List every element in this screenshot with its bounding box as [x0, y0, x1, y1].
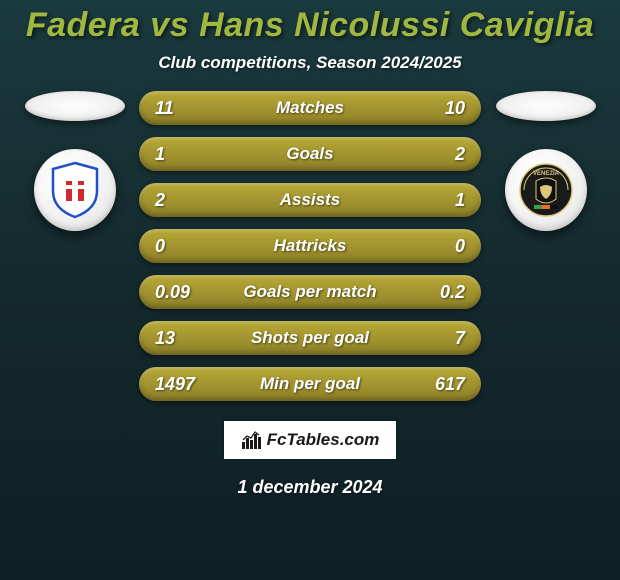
date-text: 1 december 2024: [237, 477, 382, 498]
stat-row-goals: 1 Goals 2: [139, 137, 481, 171]
stat-right-value: 1: [415, 190, 465, 211]
venezia-crest-icon: VENEZIA: [518, 161, 574, 219]
bar-chart-icon: [241, 430, 263, 450]
title-vs: vs: [150, 6, 189, 44]
stat-left-value: 0.09: [155, 282, 205, 303]
club-right-crest: VENEZIA: [518, 161, 574, 219]
stat-row-goals-per-match: 0.09 Goals per match 0.2: [139, 275, 481, 309]
stat-left-value: 13: [155, 328, 205, 349]
left-column: [22, 91, 127, 231]
stat-left-value: 11: [155, 98, 205, 119]
watermark-text: FcTables.com: [267, 430, 380, 450]
page-title: Fadera vs Hans Nicolussi Caviglia: [26, 6, 594, 45]
stat-right-value: 2: [415, 144, 465, 165]
stat-left-value: 1: [155, 144, 205, 165]
stat-left-value: 2: [155, 190, 205, 211]
club-left-badge: [34, 149, 116, 231]
stat-right-value: 617: [415, 374, 465, 395]
stat-row-shots-per-goal: 13 Shots per goal 7: [139, 321, 481, 355]
stat-label: Assists: [205, 190, 415, 210]
stat-label: Hattricks: [205, 236, 415, 256]
stat-row-assists: 2 Assists 1: [139, 183, 481, 217]
stat-row-matches: 11 Matches 10: [139, 91, 481, 125]
watermark-box: FcTables.com: [222, 419, 398, 461]
player-right-avatar: [496, 91, 596, 121]
stat-left-value: 0: [155, 236, 205, 257]
stat-label: Goals per match: [205, 282, 415, 302]
title-player-right: Hans Nicolussi Caviglia: [199, 6, 594, 44]
club-left-crest: [47, 161, 103, 219]
stat-label: Goals: [205, 144, 415, 164]
stat-left-value: 1497: [155, 374, 205, 395]
comparison-card: Fadera vs Hans Nicolussi Caviglia Club c…: [0, 0, 620, 580]
stat-right-value: 0.2: [415, 282, 465, 303]
subtitle: Club competitions, Season 2024/2025: [158, 53, 461, 73]
player-left-avatar: [25, 91, 125, 121]
stat-label: Matches: [205, 98, 415, 118]
stat-label: Min per goal: [205, 374, 415, 394]
stat-right-value: 10: [415, 98, 465, 119]
como-crest-icon: [47, 161, 103, 219]
club-right-badge: VENEZIA: [505, 149, 587, 231]
svg-text:VENEZIA: VENEZIA: [532, 171, 559, 177]
stat-row-hattricks: 0 Hattricks 0: [139, 229, 481, 263]
main-row: 11 Matches 10 1 Goals 2 2 Assists 1 0 Ha…: [0, 91, 620, 401]
stat-right-value: 7: [415, 328, 465, 349]
right-column: VENEZIA: [493, 91, 598, 231]
title-player-left: Fadera: [26, 6, 141, 44]
stat-label: Shots per goal: [205, 328, 415, 348]
stat-right-value: 0: [415, 236, 465, 257]
stat-bars: 11 Matches 10 1 Goals 2 2 Assists 1 0 Ha…: [139, 91, 481, 401]
stat-row-min-per-goal: 1497 Min per goal 617: [139, 367, 481, 401]
